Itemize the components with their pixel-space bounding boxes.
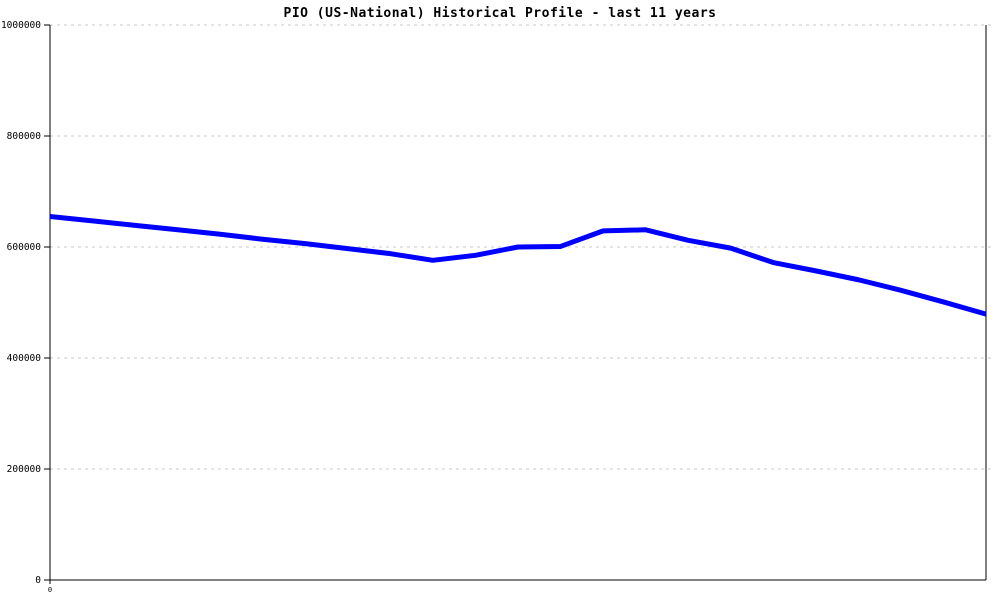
chart-title: PIO (US-National) Historical Profile - l… xyxy=(283,6,717,21)
series-line-pio xyxy=(49,213,987,317)
y-axis-label: 400000 xyxy=(7,353,42,364)
y-axis-label: 800000 xyxy=(7,131,42,142)
y-axis-label: 200000 xyxy=(7,464,42,475)
y-axis-label: 600000 xyxy=(7,242,42,253)
x-axis-label: 0 xyxy=(48,586,52,594)
y-axis-label: 0 xyxy=(35,575,41,586)
y-axis-label: 1000000 xyxy=(1,20,41,31)
